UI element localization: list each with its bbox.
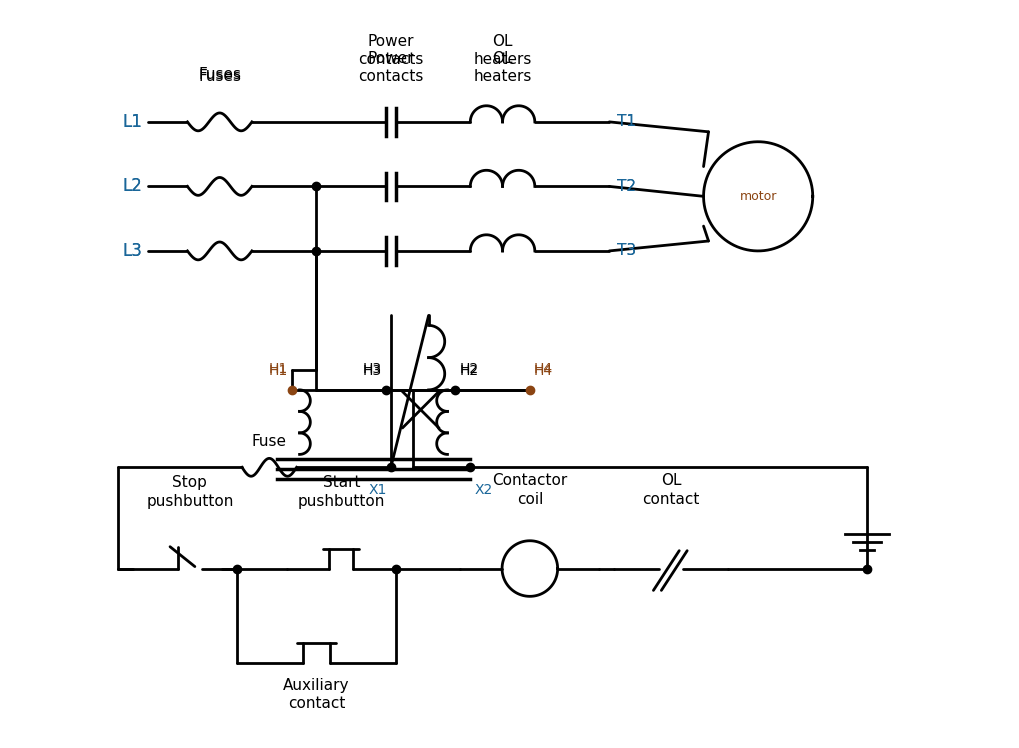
- Text: H2: H2: [459, 364, 478, 378]
- Text: L1: L1: [122, 113, 143, 131]
- Text: T1: T1: [616, 114, 636, 129]
- Text: L1: L1: [122, 113, 143, 131]
- Text: T3: T3: [616, 243, 636, 258]
- Text: Fuses: Fuses: [198, 67, 240, 82]
- Text: H1: H1: [268, 362, 287, 376]
- Text: H1: H1: [268, 364, 287, 378]
- Text: H3: H3: [363, 364, 381, 378]
- Text: Power
contacts: Power contacts: [358, 34, 423, 67]
- Text: L3: L3: [122, 242, 143, 260]
- Text: T2: T2: [616, 179, 636, 194]
- Text: Contactor
coil: Contactor coil: [492, 473, 567, 507]
- Text: Fuses: Fuses: [198, 69, 240, 85]
- Text: H3: H3: [363, 362, 381, 376]
- Text: OL
contact: OL contact: [642, 473, 699, 507]
- Text: Stop
pushbutton: Stop pushbutton: [146, 476, 233, 509]
- Text: motor: motor: [739, 190, 776, 203]
- Text: L2: L2: [122, 177, 143, 195]
- Text: X2: X2: [474, 483, 492, 497]
- Text: H4: H4: [533, 362, 552, 376]
- Text: OL
heaters: OL heaters: [473, 34, 531, 67]
- Text: H4: H4: [533, 364, 552, 378]
- Text: X1: X1: [368, 483, 386, 497]
- Text: Start
pushbutton: Start pushbutton: [298, 476, 384, 509]
- Text: T1: T1: [616, 114, 636, 129]
- Text: T2: T2: [616, 179, 636, 194]
- Text: Fuse: Fuse: [252, 435, 286, 450]
- Text: Power
contacts: Power contacts: [358, 51, 423, 85]
- Text: T3: T3: [616, 243, 636, 258]
- Text: Auxiliary
contact: Auxiliary contact: [283, 678, 350, 711]
- Text: L3: L3: [122, 242, 143, 260]
- Text: H2: H2: [459, 362, 478, 376]
- Text: L2: L2: [122, 177, 143, 195]
- Text: OL
heaters: OL heaters: [473, 51, 531, 85]
